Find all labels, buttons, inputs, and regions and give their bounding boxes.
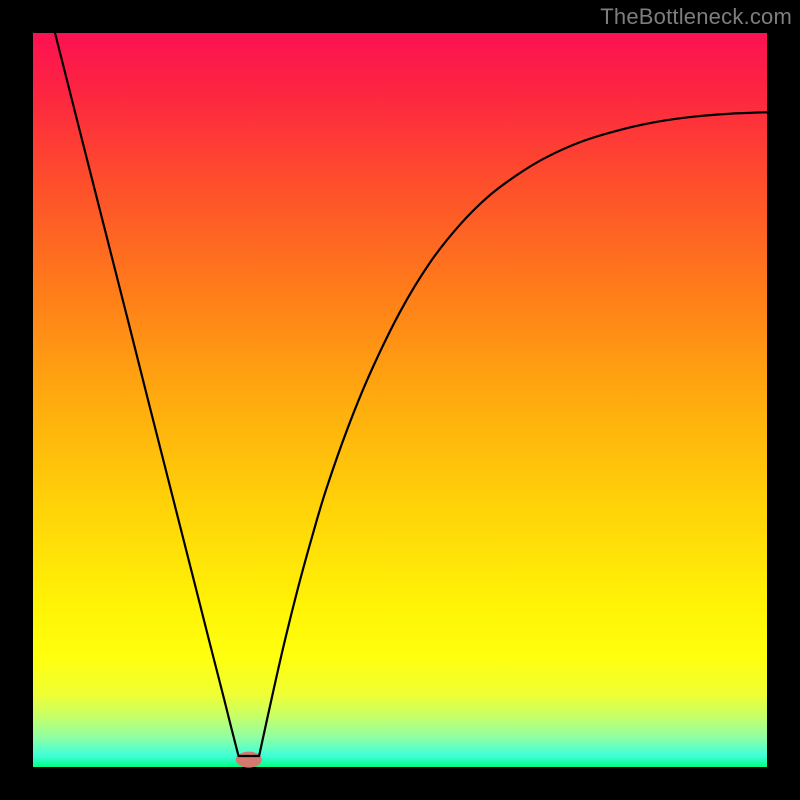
- plot-background: [33, 33, 767, 767]
- chart-svg: [0, 0, 800, 800]
- watermark-label: TheBottleneck.com: [600, 4, 792, 30]
- chart-container: TheBottleneck.com: [0, 0, 800, 800]
- minimum-marker: [236, 752, 262, 768]
